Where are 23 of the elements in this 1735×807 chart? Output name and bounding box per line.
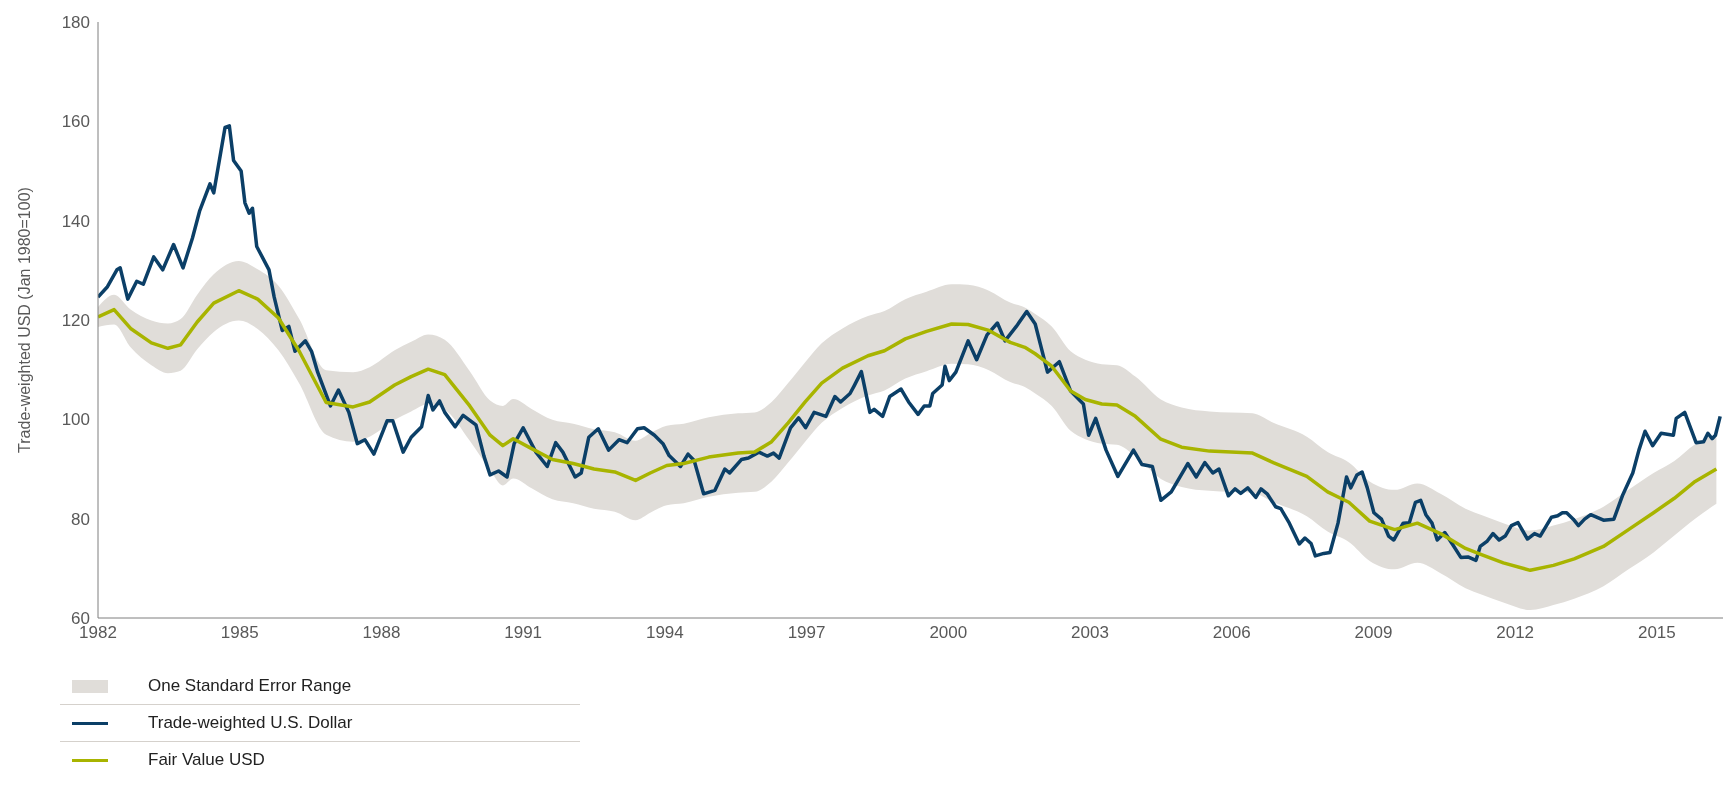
x-tick-label: 1994 <box>645 623 684 643</box>
x-tick-label: 2006 <box>1212 623 1251 643</box>
y-tick-label: 80 <box>71 509 90 529</box>
x-tick-label: 1997 <box>787 623 826 643</box>
y-tick-label: 180 <box>61 13 90 33</box>
legend-label: Trade-weighted U.S. Dollar <box>148 713 353 733</box>
x-tick-label: 1988 <box>362 623 401 643</box>
x-tick-label: 2003 <box>1071 623 1109 643</box>
legend-label: Fair Value USD <box>148 750 265 770</box>
x-tick-label: 1991 <box>504 623 543 643</box>
text: One Standard Error Range <box>148 676 352 696</box>
x-tick-label: 2012 <box>1496 623 1535 643</box>
x-tick-label: 2000 <box>929 623 968 643</box>
line-series <box>98 288 1719 573</box>
y-tick-label: 120 <box>61 311 90 331</box>
x-tick-label: 2015 <box>1637 623 1676 643</box>
x-tick-label: 2009 <box>1354 623 1393 643</box>
y-axis-title: Trade-weighted USD (Jan 1980=100) <box>15 187 33 453</box>
y-tick-label: 100 <box>61 410 90 430</box>
line-series <box>98 124 1722 563</box>
x-tick-label: 1985 <box>220 623 259 643</box>
y-tick-label: 160 <box>61 112 90 132</box>
y-tick-label: 140 <box>61 211 90 231</box>
